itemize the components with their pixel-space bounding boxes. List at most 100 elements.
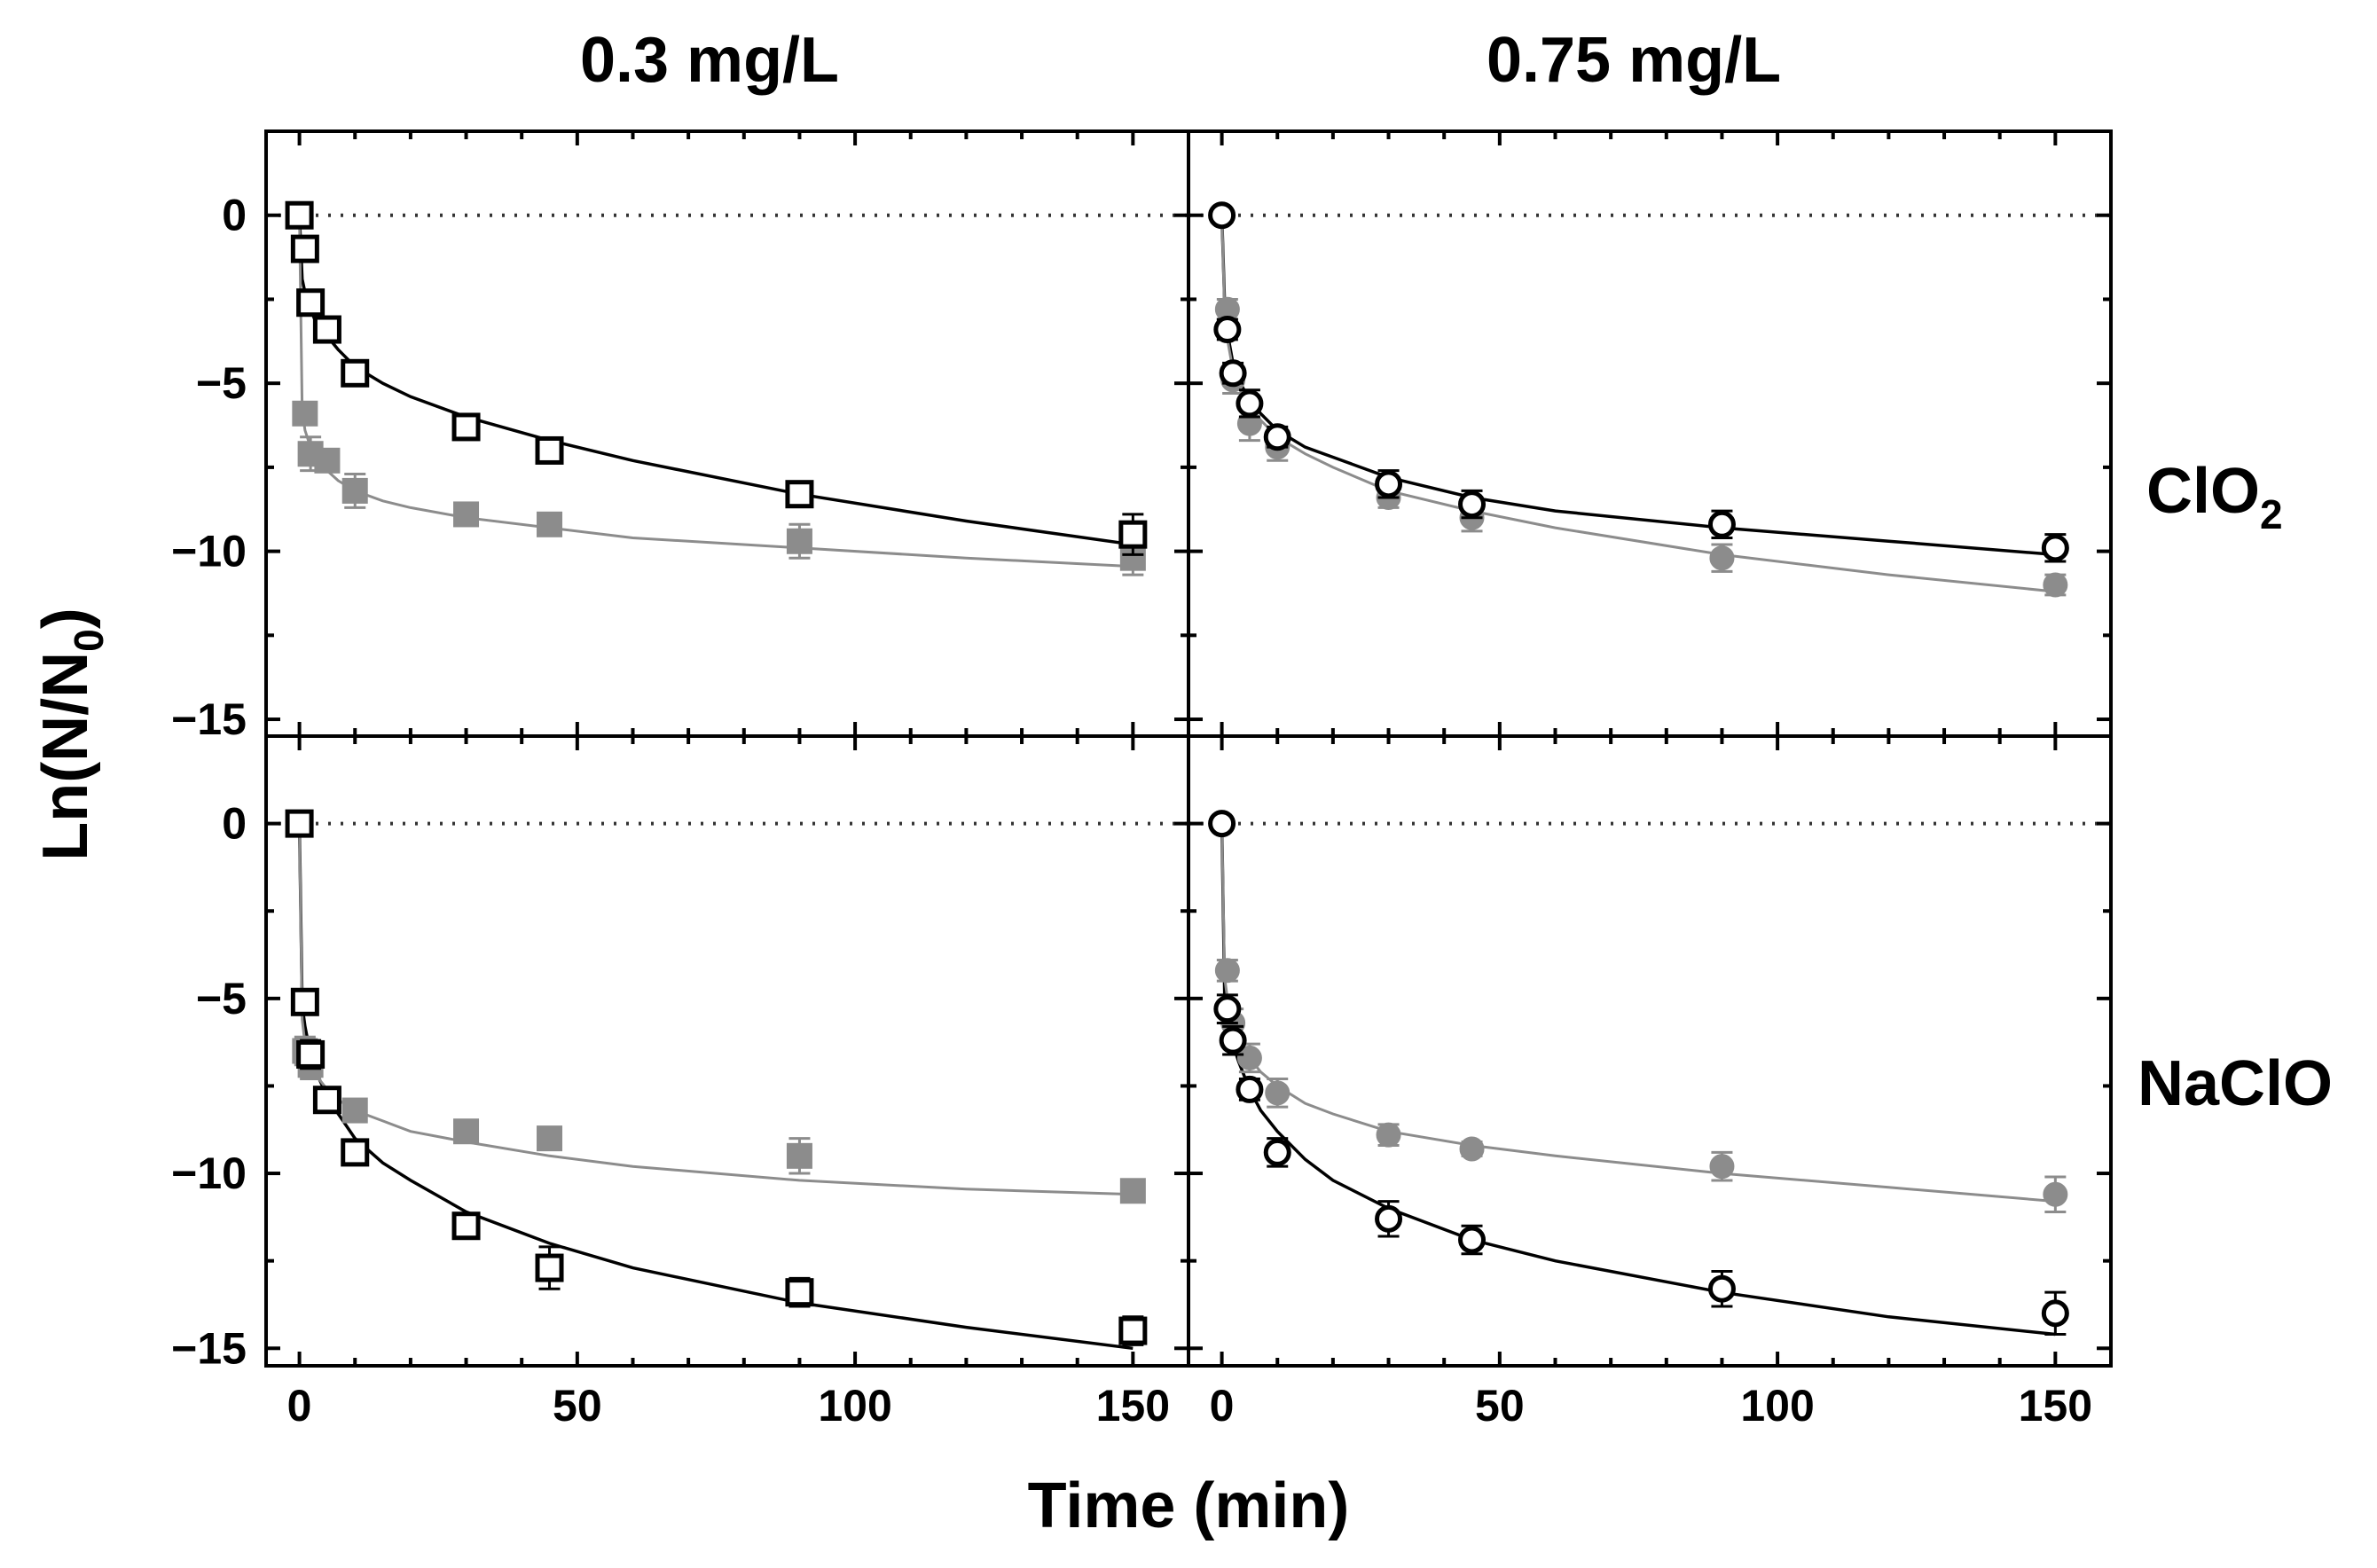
data-point-open-circle bbox=[1219, 1026, 1247, 1054]
data-point-open-circle bbox=[1458, 1226, 1487, 1254]
y-tick-label: −5 bbox=[196, 358, 247, 408]
data-point-filled-square bbox=[537, 1125, 563, 1152]
data-point-open-square bbox=[535, 435, 564, 465]
fit-curve-filled bbox=[298, 823, 1134, 1196]
data-point-open-circle bbox=[1707, 510, 1736, 538]
data-point-open-square bbox=[296, 288, 326, 318]
data-point-open-circle bbox=[1707, 1274, 1736, 1303]
data-point-open-circle bbox=[2041, 1299, 2069, 1328]
panel-frame bbox=[264, 734, 1190, 1368]
data-point-open-circle bbox=[1458, 490, 1487, 519]
data-point-filled-circle bbox=[1709, 1154, 1735, 1180]
x-tick-label: 150 bbox=[2019, 1381, 2092, 1431]
data-point-open-circle bbox=[2041, 534, 2069, 562]
x-tick-label: 50 bbox=[1475, 1381, 1525, 1431]
data-point-open-circle bbox=[1236, 389, 1264, 418]
data-point-open-square bbox=[341, 1138, 370, 1167]
panel-frame bbox=[264, 129, 1190, 738]
data-point-open-square bbox=[312, 1086, 341, 1115]
x-tick-label: 150 bbox=[1096, 1381, 1170, 1431]
x-tick-label: 0 bbox=[287, 1381, 312, 1431]
y-axis-label-suffix: ) bbox=[30, 608, 101, 629]
y-tick-label: −10 bbox=[171, 1149, 247, 1198]
fit-curve-filled bbox=[1220, 215, 2056, 593]
fit-curve-filled bbox=[298, 215, 1134, 568]
x-tick-label: 50 bbox=[553, 1381, 602, 1431]
data-point-filled-square bbox=[292, 400, 318, 427]
x-axis-label: Time (min) bbox=[1028, 1470, 1350, 1541]
data-point-open-square bbox=[535, 1253, 564, 1282]
y-tick-label: −15 bbox=[171, 694, 247, 744]
x-tick-label: 100 bbox=[818, 1381, 891, 1431]
data-point-open-circle bbox=[1213, 316, 1242, 344]
column-title-left: 0.3 mg/L bbox=[580, 25, 839, 96]
panel-0: 0 −5 −10 −15 bbox=[171, 129, 1190, 744]
data-point-open-square bbox=[451, 412, 481, 442]
row-label-clo2-main: ClO bbox=[2146, 456, 2260, 527]
data-point-open-circle bbox=[1263, 423, 1291, 451]
y-tick-label: 0 bbox=[222, 191, 247, 240]
y-axis-label-sub: 0 bbox=[66, 629, 112, 652]
y-axis-label: Ln(N/N0) bbox=[30, 608, 112, 861]
panel-frame bbox=[1187, 734, 2113, 1368]
data-point-open-square bbox=[1118, 520, 1148, 549]
panel-3: 0 50 100 150 bbox=[1187, 734, 2113, 1431]
data-point-filled-circle bbox=[2043, 572, 2068, 598]
row-label-clo2: ClO2 bbox=[2146, 456, 2283, 537]
data-point-open-circle bbox=[1236, 1075, 1264, 1103]
data-point-filled-square bbox=[453, 1118, 480, 1145]
row-label-naclo: NaClO bbox=[2138, 1048, 2333, 1119]
data-point-filled-circle bbox=[2043, 1181, 2068, 1207]
fit-curve-filled bbox=[1220, 823, 2056, 1203]
y-tick-label: −5 bbox=[196, 974, 247, 1023]
data-point-open-circle bbox=[1375, 470, 1403, 498]
panel-frame bbox=[1187, 129, 2113, 738]
data-point-open-square bbox=[785, 480, 814, 509]
data-point-open-square bbox=[290, 234, 319, 263]
column-title-right: 0.75 mg/L bbox=[1487, 25, 1781, 96]
y-tick-label: −15 bbox=[171, 1323, 247, 1373]
plot-layer: 0 −5 −10 −15 0 −5 −10 −15 0 50 100 150 0 50 100 150 bbox=[171, 129, 2113, 1431]
data-point-open-square bbox=[285, 200, 314, 230]
data-point-filled-square bbox=[786, 528, 812, 554]
y-tick-label: 0 bbox=[222, 799, 247, 849]
data-point-filled-circle bbox=[1236, 1045, 1262, 1070]
data-point-filled-square bbox=[786, 1142, 812, 1169]
data-point-open-square bbox=[290, 987, 319, 1016]
data-point-open-square bbox=[451, 1211, 481, 1241]
data-point-open-square bbox=[785, 1278, 814, 1307]
fit-curve-open bbox=[297, 215, 1134, 546]
data-point-open-square bbox=[296, 1039, 326, 1069]
x-tick-label: 100 bbox=[1740, 1381, 1814, 1431]
panel-2: 0 −5 −10 −15 0 50 100 150 bbox=[171, 734, 1190, 1431]
panel-1 bbox=[1187, 129, 2113, 738]
data-point-filled-circle bbox=[1459, 1136, 1485, 1162]
data-point-open-circle bbox=[1208, 201, 1236, 230]
data-point-filled-square bbox=[1119, 1178, 1146, 1204]
data-point-filled-square bbox=[453, 501, 480, 528]
data-point-open-square bbox=[312, 315, 341, 344]
y-axis-label-prefix: Ln(N/N bbox=[30, 652, 101, 861]
data-point-filled-circle bbox=[1376, 1122, 1401, 1148]
data-point-open-circle bbox=[1219, 359, 1247, 388]
fit-curve-open bbox=[1220, 823, 2056, 1337]
data-point-filled-circle bbox=[1214, 958, 1240, 984]
fit-curve-open bbox=[297, 823, 1134, 1351]
data-point-open-square bbox=[341, 358, 370, 388]
row-label-clo2-sub: 2 bbox=[2260, 491, 2283, 537]
data-point-open-circle bbox=[1208, 810, 1236, 838]
data-point-filled-square bbox=[537, 511, 563, 537]
fit-curve-open bbox=[1220, 215, 2056, 557]
data-point-filled-square bbox=[314, 447, 341, 474]
data-point-filled-square bbox=[341, 1097, 368, 1124]
data-point-open-circle bbox=[1375, 1204, 1403, 1233]
data-point-open-square bbox=[285, 809, 314, 838]
data-point-filled-circle bbox=[1709, 545, 1735, 571]
x-tick-label: 0 bbox=[1210, 1381, 1235, 1431]
data-point-open-circle bbox=[1263, 1138, 1291, 1166]
y-tick-label: −10 bbox=[171, 527, 247, 576]
data-point-open-square bbox=[1118, 1316, 1148, 1345]
data-point-open-circle bbox=[1213, 995, 1242, 1023]
data-point-filled-square bbox=[341, 477, 368, 504]
